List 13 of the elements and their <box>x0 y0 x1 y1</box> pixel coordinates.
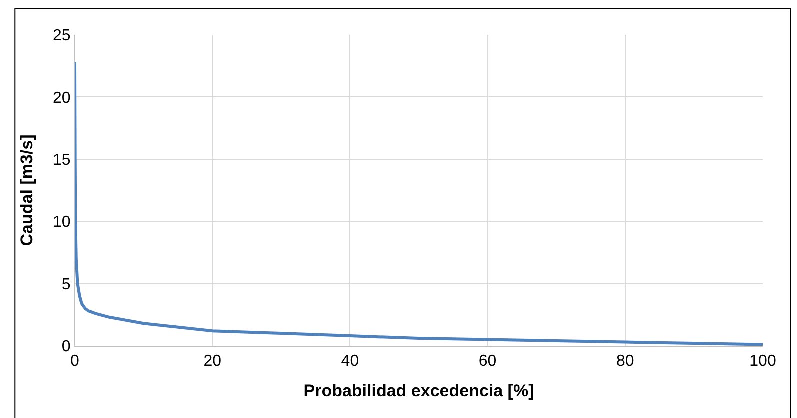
y-tick-label: 0 <box>62 338 71 356</box>
x-tick-label: 40 <box>341 353 360 370</box>
y-tick-label: 10 <box>53 214 71 232</box>
y-tick-label: 20 <box>53 90 71 107</box>
y-tick-label: 5 <box>62 276 71 294</box>
x-tick-label: 100 <box>750 353 776 370</box>
x-tick-label: 60 <box>478 353 497 370</box>
y-axis-title: Caudal [m3/s] <box>18 134 37 246</box>
y-tick-label: 15 <box>53 152 71 169</box>
y-tick-label: 25 <box>53 28 71 45</box>
x-axis-title: Probabilidad excedencia [%] <box>304 382 534 401</box>
x-tick-label: 20 <box>204 353 222 370</box>
x-tick-label: 80 <box>616 353 634 370</box>
